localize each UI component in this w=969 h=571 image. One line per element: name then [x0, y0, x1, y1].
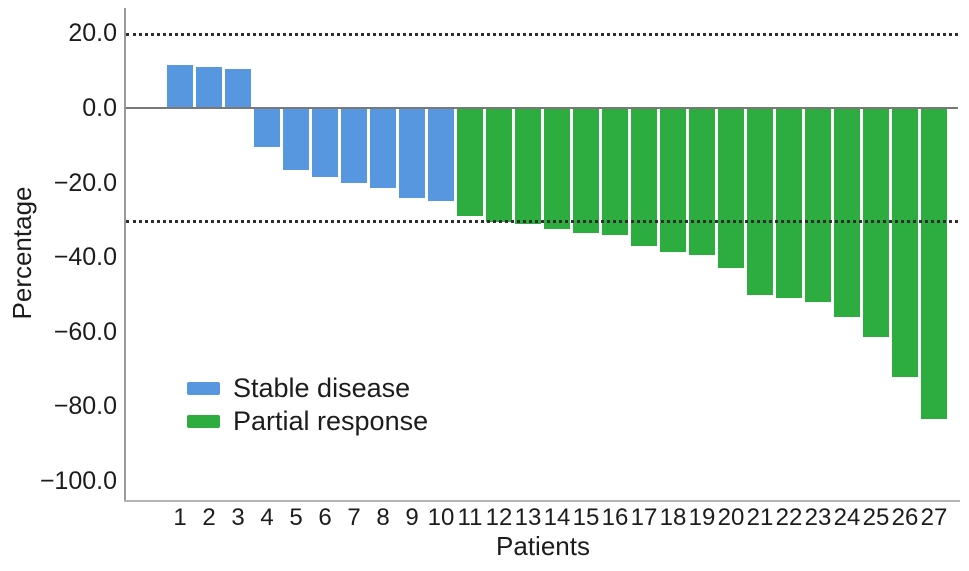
x-tick-label: 14 [543, 504, 571, 531]
legend-item-stable-disease: Stable disease [187, 372, 428, 405]
x-tick-label: 1 [173, 504, 187, 531]
y-tick-label: −60.0 [53, 317, 117, 346]
y-tick-label: −40.0 [53, 243, 117, 272]
legend-label-partial-response: Partial response [233, 406, 429, 436]
y-tick-label: −100.0 [39, 467, 117, 495]
legend-item-partial-response: Partial response [187, 405, 428, 438]
x-tick-label: 24 [833, 504, 861, 531]
bar-patient-8 [370, 108, 396, 189]
x-tick-label: 23 [804, 504, 832, 531]
bar-patient-5 [283, 108, 309, 170]
bar-patient-7 [341, 108, 367, 183]
bar-patient-2 [196, 66, 222, 108]
bar-patient-6 [312, 108, 338, 177]
x-tick-label: 7 [347, 504, 361, 531]
reference-line-20 [126, 33, 958, 37]
bar-patient-12 [486, 108, 512, 222]
x-tick-label: 9 [405, 504, 419, 531]
x-tick-label: 16 [601, 504, 629, 531]
bar-patient-11 [457, 108, 483, 217]
bar-patient-1 [167, 65, 193, 108]
bar-patient-17 [631, 108, 657, 246]
bar-patient-3 [225, 68, 251, 108]
x-tick-label: 11 [457, 504, 483, 531]
bar-patient-21 [747, 108, 773, 295]
x-tick-label: 21 [746, 504, 774, 531]
bar-patient-19 [689, 108, 715, 256]
bar-patient-16 [602, 108, 628, 235]
bar-patient-22 [776, 108, 802, 299]
legend: Stable disease Partial response [187, 372, 428, 438]
x-tick-label: 2 [202, 504, 216, 531]
legend-label-stable-disease: Stable disease [233, 373, 411, 403]
x-tick-label: 25 [862, 504, 890, 531]
x-tick-label: 26 [891, 504, 919, 531]
bar-patient-23 [805, 108, 831, 302]
x-tick-label: 13 [514, 504, 542, 531]
x-tick-label: 12 [485, 504, 513, 531]
y-axis-line [124, 8, 126, 502]
x-tick-label: 15 [572, 504, 600, 531]
bar-patient-13 [515, 108, 541, 224]
reference-line--30 [126, 219, 958, 223]
bar-patient-4 [254, 108, 280, 148]
x-tick-label: 27 [920, 504, 948, 531]
bar-patient-20 [718, 108, 744, 269]
y-tick-label: −80.0 [53, 392, 117, 421]
x-axis-title: Patients [496, 531, 590, 561]
y-tick-label: 20.0 [68, 19, 117, 48]
x-tick-label: 8 [376, 504, 390, 531]
x-tick-label: 19 [688, 504, 716, 531]
x-tick-label: 17 [630, 504, 658, 531]
bar-patient-9 [399, 108, 425, 198]
x-tick-label: 10 [427, 504, 455, 531]
y-axis-tick-labels: 20.0 0.0 −20.0 −40.0 −60.0 −80.0 −100.0 [0, 0, 117, 571]
bar-patient-14 [544, 108, 570, 230]
bar-patient-15 [573, 108, 599, 233]
bar-patient-26 [892, 108, 918, 377]
x-tick-label: 4 [260, 504, 274, 531]
x-tick-label: 5 [289, 504, 303, 531]
bar-patient-27 [921, 108, 947, 420]
legend-swatch-partial-response-icon [187, 415, 220, 428]
y-tick-label: −20.0 [53, 168, 117, 197]
x-axis-tick-labels: 1 2 3 4 5 6 7 8 9 10 11 12 13 14 15 16 17 18 19 20 21 22 23 24 2… [0, 504, 969, 534]
y-tick-label: 0.0 [82, 94, 117, 122]
x-tick-label: 6 [318, 504, 332, 531]
bar-patient-10 [428, 108, 454, 202]
x-tick-label: 18 [659, 504, 687, 531]
bar-patient-24 [834, 108, 860, 317]
x-tick-label: 3 [231, 504, 245, 531]
legend-swatch-stable-disease-icon [187, 382, 220, 395]
bar-patient-18 [660, 108, 686, 252]
x-tick-label: 22 [775, 504, 803, 531]
zero-baseline [126, 107, 958, 109]
plot-area [126, 10, 958, 500]
x-tick-label: 20 [717, 504, 745, 531]
x-axis-line [124, 500, 960, 502]
